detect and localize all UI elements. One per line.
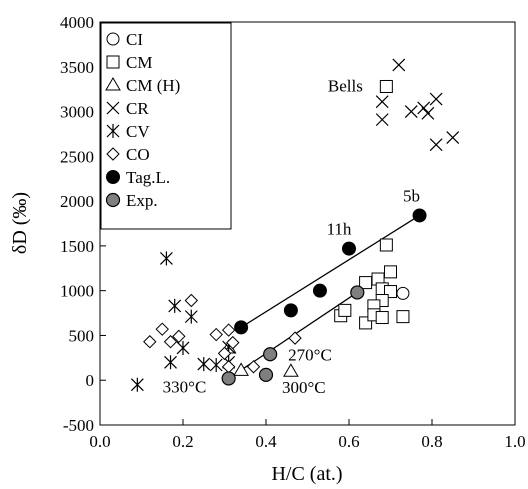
point-cv — [197, 357, 211, 372]
legend-label: CI — [126, 30, 143, 49]
point-exp — [258, 367, 274, 382]
point-co — [155, 322, 169, 336]
annotation: 300°C — [282, 378, 326, 397]
point-cr — [429, 138, 443, 152]
legend-box — [100, 22, 232, 230]
point-cv — [130, 377, 144, 392]
point-cm-h — [283, 363, 299, 377]
y-tick-label: 1500 — [60, 237, 94, 256]
point-ci — [396, 286, 410, 300]
y-tick-label: 2000 — [60, 192, 94, 211]
legend-marker — [106, 147, 120, 161]
x-tick-label: 1.0 — [504, 432, 525, 451]
x-tick-label: 0.0 — [89, 432, 110, 451]
point-co — [246, 360, 261, 374]
point-tag-l — [234, 320, 249, 335]
legend-label: CM — [126, 53, 152, 72]
point-exp — [350, 285, 365, 300]
point-cr — [421, 106, 435, 120]
y-tick-label: 0 — [86, 371, 95, 390]
legend-marker — [106, 124, 120, 138]
x-tick-label: 0.6 — [338, 432, 359, 451]
legend-marker — [105, 192, 121, 208]
legend: CI CM CM (H) CR CV CO Tag.L. Exp. — [100, 22, 232, 230]
data-points — [130, 58, 460, 392]
point-tag-l — [312, 283, 327, 298]
point-co — [143, 335, 157, 349]
y-tick-label: 2500 — [60, 147, 94, 166]
legend-label: CR — [126, 99, 149, 118]
point-cr — [392, 58, 406, 72]
point-cv — [209, 357, 223, 372]
point-cr — [375, 95, 389, 109]
axis-ticks: 0.0 0.2 0.4 0.6 0.8 1.0 -500 0 500 1000 1500 2000 25… — [60, 13, 526, 451]
point-cm — [379, 79, 393, 93]
x-tick-label: 0.8 — [421, 432, 442, 451]
point-cm — [375, 311, 389, 325]
point-cr — [417, 101, 431, 115]
point-cr — [404, 105, 418, 118]
legend-marker — [106, 101, 120, 115]
legend-label: CO — [126, 145, 150, 164]
point-co — [221, 360, 236, 374]
legend-label: Exp. — [126, 191, 158, 210]
point-cv — [164, 355, 177, 370]
point-tag-l — [412, 208, 427, 223]
legend-marker — [106, 55, 120, 69]
annotation: 5b — [403, 186, 420, 205]
y-tick-label: 3500 — [60, 58, 94, 77]
point-cm-h — [233, 362, 249, 376]
legend-label: Tag.L. — [126, 168, 170, 187]
point-cv — [159, 251, 173, 266]
y-tick-label: -500 — [63, 416, 94, 435]
point-co — [226, 335, 240, 350]
point-co — [209, 327, 223, 342]
annotation: Bells — [328, 76, 363, 95]
point-cr — [446, 131, 460, 144]
point-cv — [176, 340, 190, 355]
y-tick-label: 1000 — [60, 282, 94, 301]
x-tick-label: 0.2 — [172, 432, 193, 451]
trend-line — [240, 214, 420, 328]
legend-marker — [106, 170, 120, 184]
point-cv — [168, 298, 182, 313]
legend-marker — [106, 32, 120, 46]
point-cm — [396, 310, 410, 324]
x-tick-label: 0.4 — [255, 432, 277, 451]
legend-label: CV — [126, 122, 150, 141]
point-co — [184, 293, 199, 308]
point-exp — [263, 347, 278, 362]
annotations: Bells 5b 11h 270°C 330°C 300°C — [163, 76, 420, 396]
y-tick-label: 3000 — [60, 103, 94, 122]
point-cm — [384, 265, 397, 279]
point-co — [288, 331, 302, 345]
point-cr — [375, 113, 389, 127]
point-cm — [338, 303, 352, 317]
annotation: 270°C — [288, 345, 332, 364]
y-axis-label: δD (‰) — [9, 192, 31, 254]
plot-frame — [99, 21, 516, 426]
annotation: 330°C — [163, 377, 207, 396]
point-co — [172, 329, 186, 344]
y-tick-label: 500 — [69, 326, 95, 345]
point-cr — [429, 92, 443, 106]
legend-label: CM (H) — [126, 76, 180, 95]
x-axis-label: H/C (at.) — [271, 463, 342, 485]
point-tag-l — [283, 303, 298, 318]
point-cm — [359, 276, 373, 290]
y-tick-label: 4000 — [60, 13, 94, 32]
point-tag-l — [342, 241, 356, 256]
annotation: 11h — [327, 220, 352, 239]
legend-marker — [105, 77, 121, 91]
point-co — [163, 335, 178, 349]
point-cv — [184, 309, 198, 324]
point-co — [221, 323, 236, 337]
point-cm — [379, 238, 393, 252]
point-exp — [221, 371, 236, 386]
point-co — [217, 346, 232, 361]
